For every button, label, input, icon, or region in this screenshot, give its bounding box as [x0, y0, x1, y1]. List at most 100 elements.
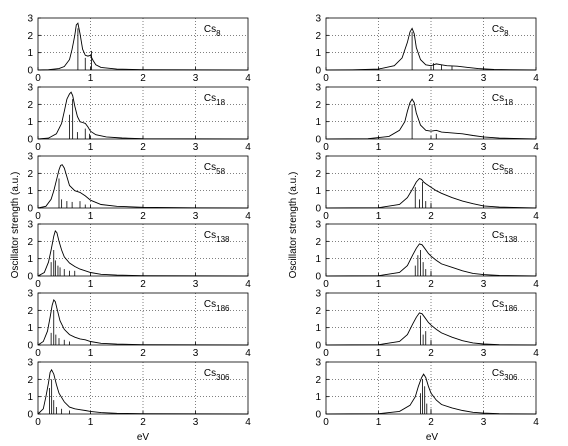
panel-label-main: Cs [204, 24, 216, 35]
x-tick-label: 1 [88, 73, 94, 84]
x-tick-label: 4 [533, 417, 539, 428]
axes-frame [37, 361, 249, 415]
y-tick-label: 0 [315, 410, 321, 421]
x-tick-label: 3 [193, 73, 199, 84]
x-tick-label: 3 [481, 73, 487, 84]
subplot-left-4: 0 1 2 3 0 1 2 3 4 Cs138 [27, 220, 251, 291]
subplot-right-4: 0 1 2 3 0 1 2 3 4 Cs138 [315, 220, 539, 291]
axes-frame [37, 223, 249, 277]
x-tick-label: 4 [533, 73, 539, 84]
spectrum-line [325, 27, 537, 71]
x-tick-label: 2 [140, 211, 146, 222]
subplot-left-6: 0 1 2 3 0 1 2 3 4 Cs306 [27, 358, 251, 429]
y-tick-label: 0 [315, 341, 321, 352]
x-tick-label: 3 [481, 211, 487, 222]
panel-label: Cs58 [492, 162, 514, 176]
y-tick-label: 0 [315, 66, 321, 77]
x-tick-label: 1 [376, 142, 382, 153]
x-tick-label: 1 [376, 279, 382, 290]
panel-label-subscript: 58 [504, 167, 513, 176]
x-tick-label: 1 [376, 348, 382, 359]
spectrum-line [37, 164, 249, 209]
y-tick-label: 1 [27, 48, 33, 59]
y-tick-label: 2 [315, 169, 321, 180]
y-tick-label: 3 [315, 220, 321, 231]
y-tick-label: 2 [315, 237, 321, 248]
y-tick-label: 0 [27, 66, 33, 77]
x-tick-label: 2 [140, 279, 146, 290]
x-tick-label: 2 [428, 348, 434, 359]
x-tick-label: 2 [140, 417, 146, 428]
x-tick-label: 0 [323, 279, 329, 290]
spectrum-line [37, 22, 249, 71]
panel-label: Cs18 [204, 93, 226, 107]
y-tick-label: 0 [27, 204, 33, 215]
subplot-right-2: 0 1 2 3 0 1 2 3 4 Cs18 [315, 83, 539, 154]
panel-label-subscript: 18 [504, 98, 513, 107]
axes-frame [37, 17, 249, 71]
y-tick-label: 1 [315, 392, 321, 403]
x-tick-label: 4 [245, 348, 251, 359]
y-tick-label: 3 [315, 289, 321, 300]
panel-label: Cs186 [492, 299, 518, 313]
panel-label: Cs306 [492, 368, 518, 382]
axes-frame [325, 361, 537, 415]
panel-label: Cs18 [492, 93, 514, 107]
x-tick-label: 4 [245, 142, 251, 153]
y-tick-label: 1 [315, 254, 321, 265]
x-tick-label: 4 [245, 279, 251, 290]
x-tick-label: 1 [376, 417, 382, 428]
y-tick-label: 1 [27, 254, 33, 265]
panel-label-subscript: 186 [216, 304, 230, 313]
subplot-right-3: 0 1 2 3 0 1 2 3 4 Cs58 [315, 152, 539, 223]
panel-label: Cs306 [204, 368, 230, 382]
panel-label-subscript: 138 [504, 235, 518, 244]
x-tick-label: 3 [481, 279, 487, 290]
spectrum-line [325, 243, 537, 277]
panel-label: Cs138 [492, 230, 518, 244]
x-tick-label: 4 [245, 211, 251, 222]
axes-frame [325, 17, 537, 71]
axes-frame [37, 292, 249, 346]
panel-label-subscript: 306 [216, 373, 230, 382]
x-tick-label: 4 [533, 279, 539, 290]
x-tick-label: 0 [323, 211, 329, 222]
spectrum-line [37, 368, 249, 415]
spectrum-line [37, 229, 249, 277]
y-tick-label: 2 [315, 100, 321, 111]
x-tick-label: 1 [88, 211, 94, 222]
y-tick-label: 3 [27, 152, 33, 163]
x-tick-label: 3 [481, 417, 487, 428]
x-tick-label: 0 [323, 73, 329, 84]
spectrum-line [37, 91, 249, 140]
y-tick-label: 3 [315, 358, 321, 369]
y-tick-label: 3 [315, 14, 321, 25]
y-tick-label: 1 [315, 323, 321, 334]
x-tick-label: 1 [88, 417, 94, 428]
y-tick-label: 3 [27, 14, 33, 25]
x-tick-label: 0 [35, 73, 41, 84]
y-tick-label: 0 [315, 204, 321, 215]
panel-label-main: Cs [492, 299, 504, 310]
y-tick-label: 1 [315, 48, 321, 59]
y-tick-label: 0 [27, 135, 33, 146]
x-axis-label: eV [137, 432, 150, 443]
panel-label-main: Cs [492, 368, 504, 379]
y-tick-label: 2 [27, 375, 33, 386]
panel-label-main: Cs [204, 368, 216, 379]
panel-label-subscript: 8 [216, 29, 221, 38]
x-tick-label: 2 [428, 279, 434, 290]
y-tick-label: 3 [315, 152, 321, 163]
y-tick-label: 2 [315, 31, 321, 42]
axes-frame [325, 155, 537, 209]
y-tick-label: 2 [315, 306, 321, 317]
x-tick-label: 4 [533, 142, 539, 153]
x-tick-label: 3 [481, 142, 487, 153]
y-tick-label: 0 [315, 135, 321, 146]
y-tick-label: 2 [27, 100, 33, 111]
subplot-right-6: 0 1 2 3 0 1 2 3 4 Cs306 [315, 358, 539, 429]
y-tick-label: 1 [315, 117, 321, 128]
y-tick-label: 2 [315, 375, 321, 386]
x-tick-label: 0 [35, 417, 41, 428]
